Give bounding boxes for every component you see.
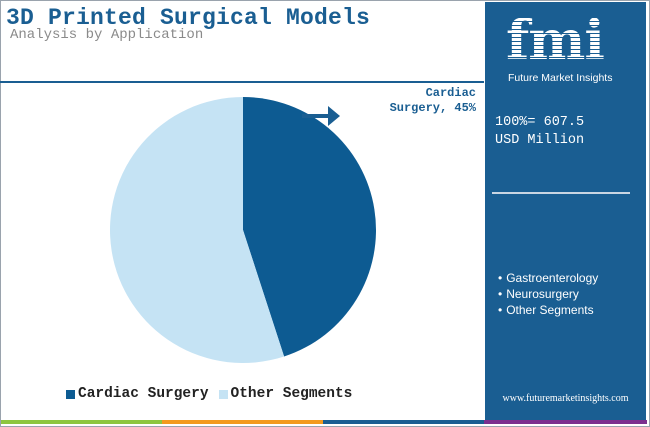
legend-swatch-cardiac (66, 389, 75, 399)
annotation-line-1: Cardiac (425, 86, 476, 100)
legend-item-other: Other Segments (218, 386, 353, 402)
sidebar-divider (492, 192, 630, 194)
logo-subtitle: Future Market Insights (508, 72, 613, 84)
pie-slice-cardiac-surgery (243, 97, 377, 357)
pie-slices (109, 97, 377, 364)
color-bar (1, 420, 647, 424)
color-bar-green (1, 420, 162, 424)
color-bar-blue (323, 420, 484, 424)
market-total: 100%= 607.5 USD Million (495, 114, 584, 150)
page-title: 3D Printed Surgical Models (6, 5, 371, 31)
website-url[interactable]: www.futuremarketinsights.com (502, 393, 629, 404)
pie-chart (109, 97, 377, 364)
color-bar-purple (484, 420, 647, 424)
legend-item-cardiac: Cardiac Surgery (66, 386, 209, 402)
header-divider (0, 81, 484, 83)
segment-list: Gastroenterology Neurosurgery Other Segm… (498, 270, 598, 318)
sidebar-panel: fmi Future Market Insights 100%= 607.5 U… (485, 2, 646, 423)
legend-swatch-other (218, 389, 228, 399)
segment-item: Gastroenterology (498, 270, 598, 286)
arrow-right-icon (302, 106, 340, 126)
annotation-line-2: Surgery, 45% (389, 101, 476, 115)
segment-item: Neurosurgery (498, 286, 598, 302)
legend-label-other: Other Segments (230, 386, 353, 402)
chart-legend: Cardiac Surgery Other Segments (66, 386, 362, 402)
logo-stripes (500, 10, 630, 70)
segment-item: Other Segments (498, 302, 598, 318)
page-subtitle: Analysis by Application (10, 27, 204, 43)
total-unit: USD Million (495, 133, 585, 148)
pie-slice-other-segments (109, 97, 285, 364)
cardiac-annotation: Cardiac Surgery, 45% (370, 86, 476, 116)
total-value: 100%= 607.5 (495, 115, 585, 130)
color-bar-orange (162, 420, 323, 424)
fmi-logo: fmi Future Market Insights (500, 10, 630, 84)
legend-label-cardiac: Cardiac Surgery (78, 386, 209, 402)
